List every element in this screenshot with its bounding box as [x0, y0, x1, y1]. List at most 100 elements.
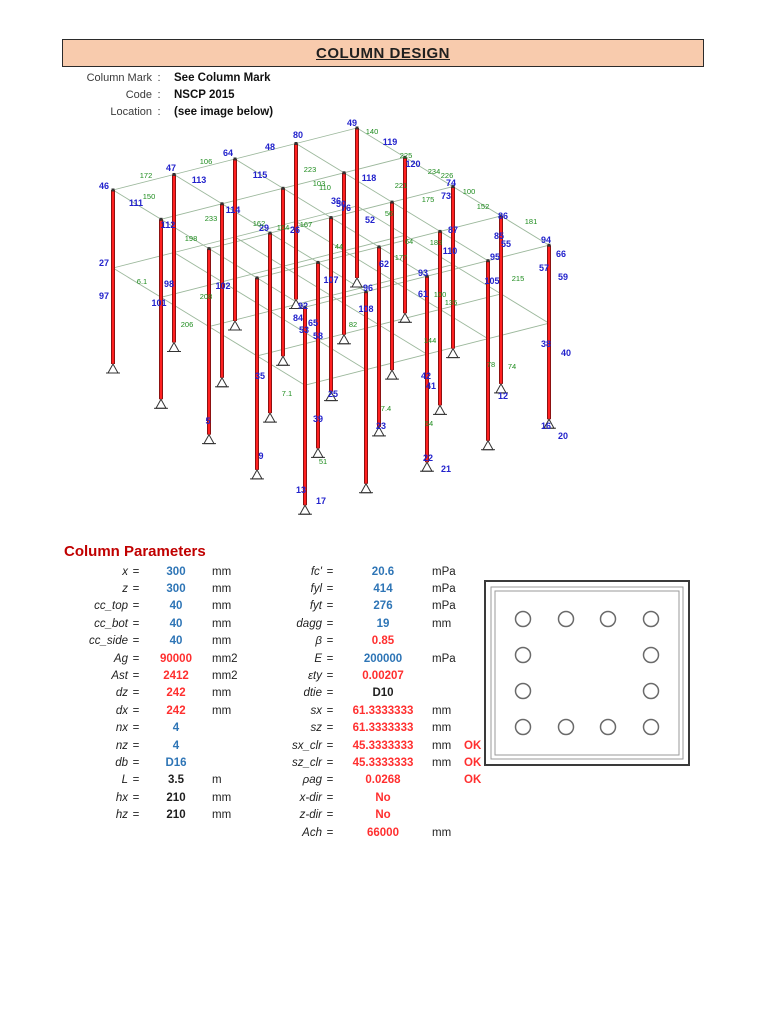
node-number: 111: [129, 198, 143, 208]
param-value: 40: [169, 617, 183, 630]
member-number: 140: [366, 127, 379, 136]
member-number: 167: [300, 220, 313, 229]
header-fields: Column Mark: See Column Mark Code: NSCP 201…: [82, 69, 273, 120]
equals-sign: =: [326, 687, 334, 700]
node-number: 46: [99, 181, 109, 191]
equals-sign: =: [132, 739, 140, 752]
param-label: Ag: [113, 652, 128, 665]
equals-sign: =: [326, 722, 334, 735]
param-value: No: [375, 791, 391, 804]
param-row: dtie = D10: [256, 685, 492, 702]
param-label: z-dir: [299, 809, 322, 822]
param-row: dx = 242 mm: [70, 702, 250, 719]
header-field-row: Location: (see image below): [82, 103, 273, 120]
equals-sign: =: [326, 652, 334, 665]
node-number: 119: [383, 137, 398, 147]
labels-layer: 49 80 119 64 48 113 115 120 118 47 46 111 112 114 74 73…: [99, 118, 571, 506]
param-value: 300: [166, 583, 186, 596]
node-number: 112: [161, 220, 176, 230]
member-number: 100: [434, 290, 447, 299]
equals-sign: =: [326, 565, 334, 578]
param-value: 90000: [160, 652, 192, 665]
node-number: 26: [290, 225, 300, 235]
equals-sign: =: [132, 652, 140, 665]
node-number: 73: [441, 191, 451, 201]
param-label: nz: [115, 739, 128, 752]
param-value: 45.3333333: [352, 756, 414, 769]
node-number: 110: [443, 246, 458, 256]
param-unit: mm: [432, 756, 452, 769]
node-number: 114: [226, 205, 241, 215]
param-value: 210: [166, 791, 186, 804]
param-row: x-dir = No: [256, 789, 492, 806]
section-outline: [484, 580, 690, 766]
node-number: 64: [223, 148, 233, 158]
node-number: 52: [365, 215, 375, 225]
node-number: 58: [313, 331, 323, 341]
check-status: OK: [464, 739, 482, 752]
node-number: 97: [99, 291, 109, 301]
param-row: εty = 0.00207: [256, 667, 492, 684]
node-number: 86: [498, 211, 508, 221]
param-value: 242: [166, 704, 186, 717]
node-number: 23: [376, 421, 386, 431]
member-number: 172: [140, 171, 153, 180]
member-number: 106: [200, 157, 213, 166]
member-number: 54: [425, 419, 433, 428]
param-value: 40: [169, 600, 183, 613]
member-number: 110: [319, 183, 331, 192]
param-row: z = 300 mm: [70, 580, 250, 597]
beams-layer: [112, 127, 550, 386]
param-row: dz = 242 mm: [70, 685, 250, 702]
param-unit: mm: [212, 583, 232, 596]
param-unit: mm: [212, 617, 232, 630]
equals-sign: =: [326, 826, 334, 839]
param-value: 19: [376, 617, 390, 630]
param-value: 66000: [367, 826, 399, 839]
equals-sign: =: [132, 809, 140, 822]
param-value: 4: [172, 722, 180, 735]
param-unit: mm2: [212, 670, 238, 683]
node-number: 108: [358, 304, 373, 314]
node-number: 27: [99, 258, 109, 268]
rebar: [514, 682, 532, 700]
check-status: OK: [464, 756, 482, 769]
member-number: 225: [400, 151, 413, 160]
rebar: [557, 610, 575, 628]
equals-sign: =: [326, 739, 334, 752]
supports-layer: [106, 126, 556, 515]
node-number: 76: [341, 203, 351, 213]
param-row: z-dir = No: [256, 806, 492, 823]
param-row: cc_bot = 40 mm: [70, 615, 250, 632]
right-params-table: fc' = 20.6 mPa fyl = 414 mPa fyt = 276 mPa dagg = 19 mm…: [256, 563, 492, 841]
equals-sign: =: [326, 774, 334, 787]
param-row: x = 300 mm: [70, 563, 250, 580]
node-number: 59: [558, 272, 568, 282]
param-value: 200000: [363, 652, 403, 665]
member-number: 221: [395, 181, 408, 190]
member-number: 175: [422, 195, 435, 204]
param-row: cc_side = 40 mm: [70, 633, 250, 650]
rebar: [642, 646, 660, 664]
param-row: nz = 4: [70, 737, 250, 754]
member-number: 51: [319, 457, 327, 466]
node-number: 48: [265, 142, 275, 152]
node-number: 21: [441, 464, 451, 474]
node-number: 118: [362, 173, 377, 183]
member-number: 234: [428, 167, 441, 176]
node-number: 85: [494, 231, 504, 241]
member-number: 74: [508, 362, 516, 371]
member-number: 135: [445, 298, 458, 307]
node-number: 41: [426, 381, 436, 391]
member-number: 162: [253, 219, 266, 228]
param-unit: m: [212, 774, 222, 787]
header-field-row: Column Mark: See Column Mark: [82, 69, 273, 86]
equals-sign: =: [132, 722, 140, 735]
param-label: cc_side: [89, 635, 128, 648]
param-value: D10: [372, 687, 394, 700]
member-number: 198: [185, 234, 198, 243]
param-row: nx = 4: [70, 720, 250, 737]
param-label: E: [314, 652, 322, 665]
node-number: 12: [498, 391, 508, 401]
